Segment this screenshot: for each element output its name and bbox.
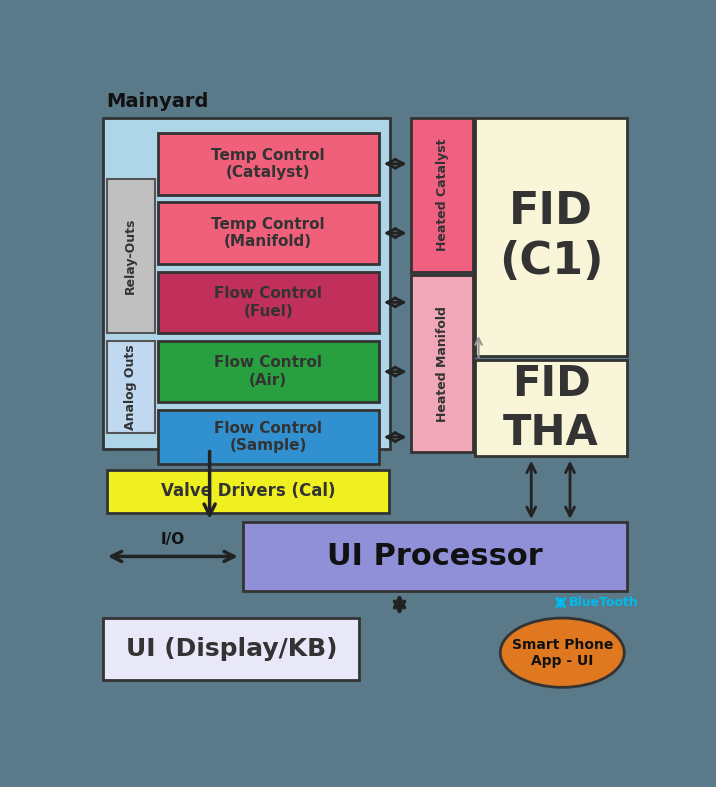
Text: Heated Manifold: Heated Manifold bbox=[435, 306, 449, 422]
Bar bbox=[411, 117, 473, 272]
Bar bbox=[243, 522, 626, 591]
Text: BlueTooth: BlueTooth bbox=[569, 596, 638, 609]
Text: Temp Control
(Manifold): Temp Control (Manifold) bbox=[211, 217, 325, 249]
Bar bbox=[158, 133, 379, 194]
Bar bbox=[107, 470, 390, 512]
Bar bbox=[475, 360, 626, 456]
Bar bbox=[411, 275, 473, 453]
Bar bbox=[103, 117, 390, 449]
Bar bbox=[107, 179, 155, 333]
Bar bbox=[158, 341, 379, 402]
Text: UI (Display/KB): UI (Display/KB) bbox=[125, 637, 337, 661]
Text: UI Processor: UI Processor bbox=[327, 542, 543, 571]
Text: Mainyard: Mainyard bbox=[107, 92, 209, 112]
Text: Temp Control
(Catalyst): Temp Control (Catalyst) bbox=[211, 147, 325, 180]
Bar bbox=[158, 202, 379, 264]
Text: FID
THA: FID THA bbox=[503, 363, 599, 453]
Bar bbox=[158, 272, 379, 333]
Bar bbox=[103, 618, 359, 680]
Text: Heated Catalyst: Heated Catalyst bbox=[435, 139, 449, 251]
Text: Relay-Outs: Relay-Outs bbox=[124, 218, 137, 294]
Bar bbox=[475, 117, 626, 357]
Text: I/O: I/O bbox=[160, 532, 185, 547]
Text: Flow Control
(Sample): Flow Control (Sample) bbox=[214, 421, 322, 453]
Bar bbox=[158, 410, 379, 464]
Text: Valve Drivers (Cal): Valve Drivers (Cal) bbox=[160, 482, 335, 501]
Text: FID
(C1): FID (C1) bbox=[499, 190, 604, 283]
Text: Flow Control
(Fuel): Flow Control (Fuel) bbox=[214, 286, 322, 319]
Bar bbox=[107, 341, 155, 433]
Text: Flow Control
(Air): Flow Control (Air) bbox=[214, 356, 322, 388]
Ellipse shape bbox=[500, 618, 624, 687]
Text: Smart Phone
App - UI: Smart Phone App - UI bbox=[511, 637, 613, 668]
Text: Analog Outs: Analog Outs bbox=[124, 344, 137, 430]
